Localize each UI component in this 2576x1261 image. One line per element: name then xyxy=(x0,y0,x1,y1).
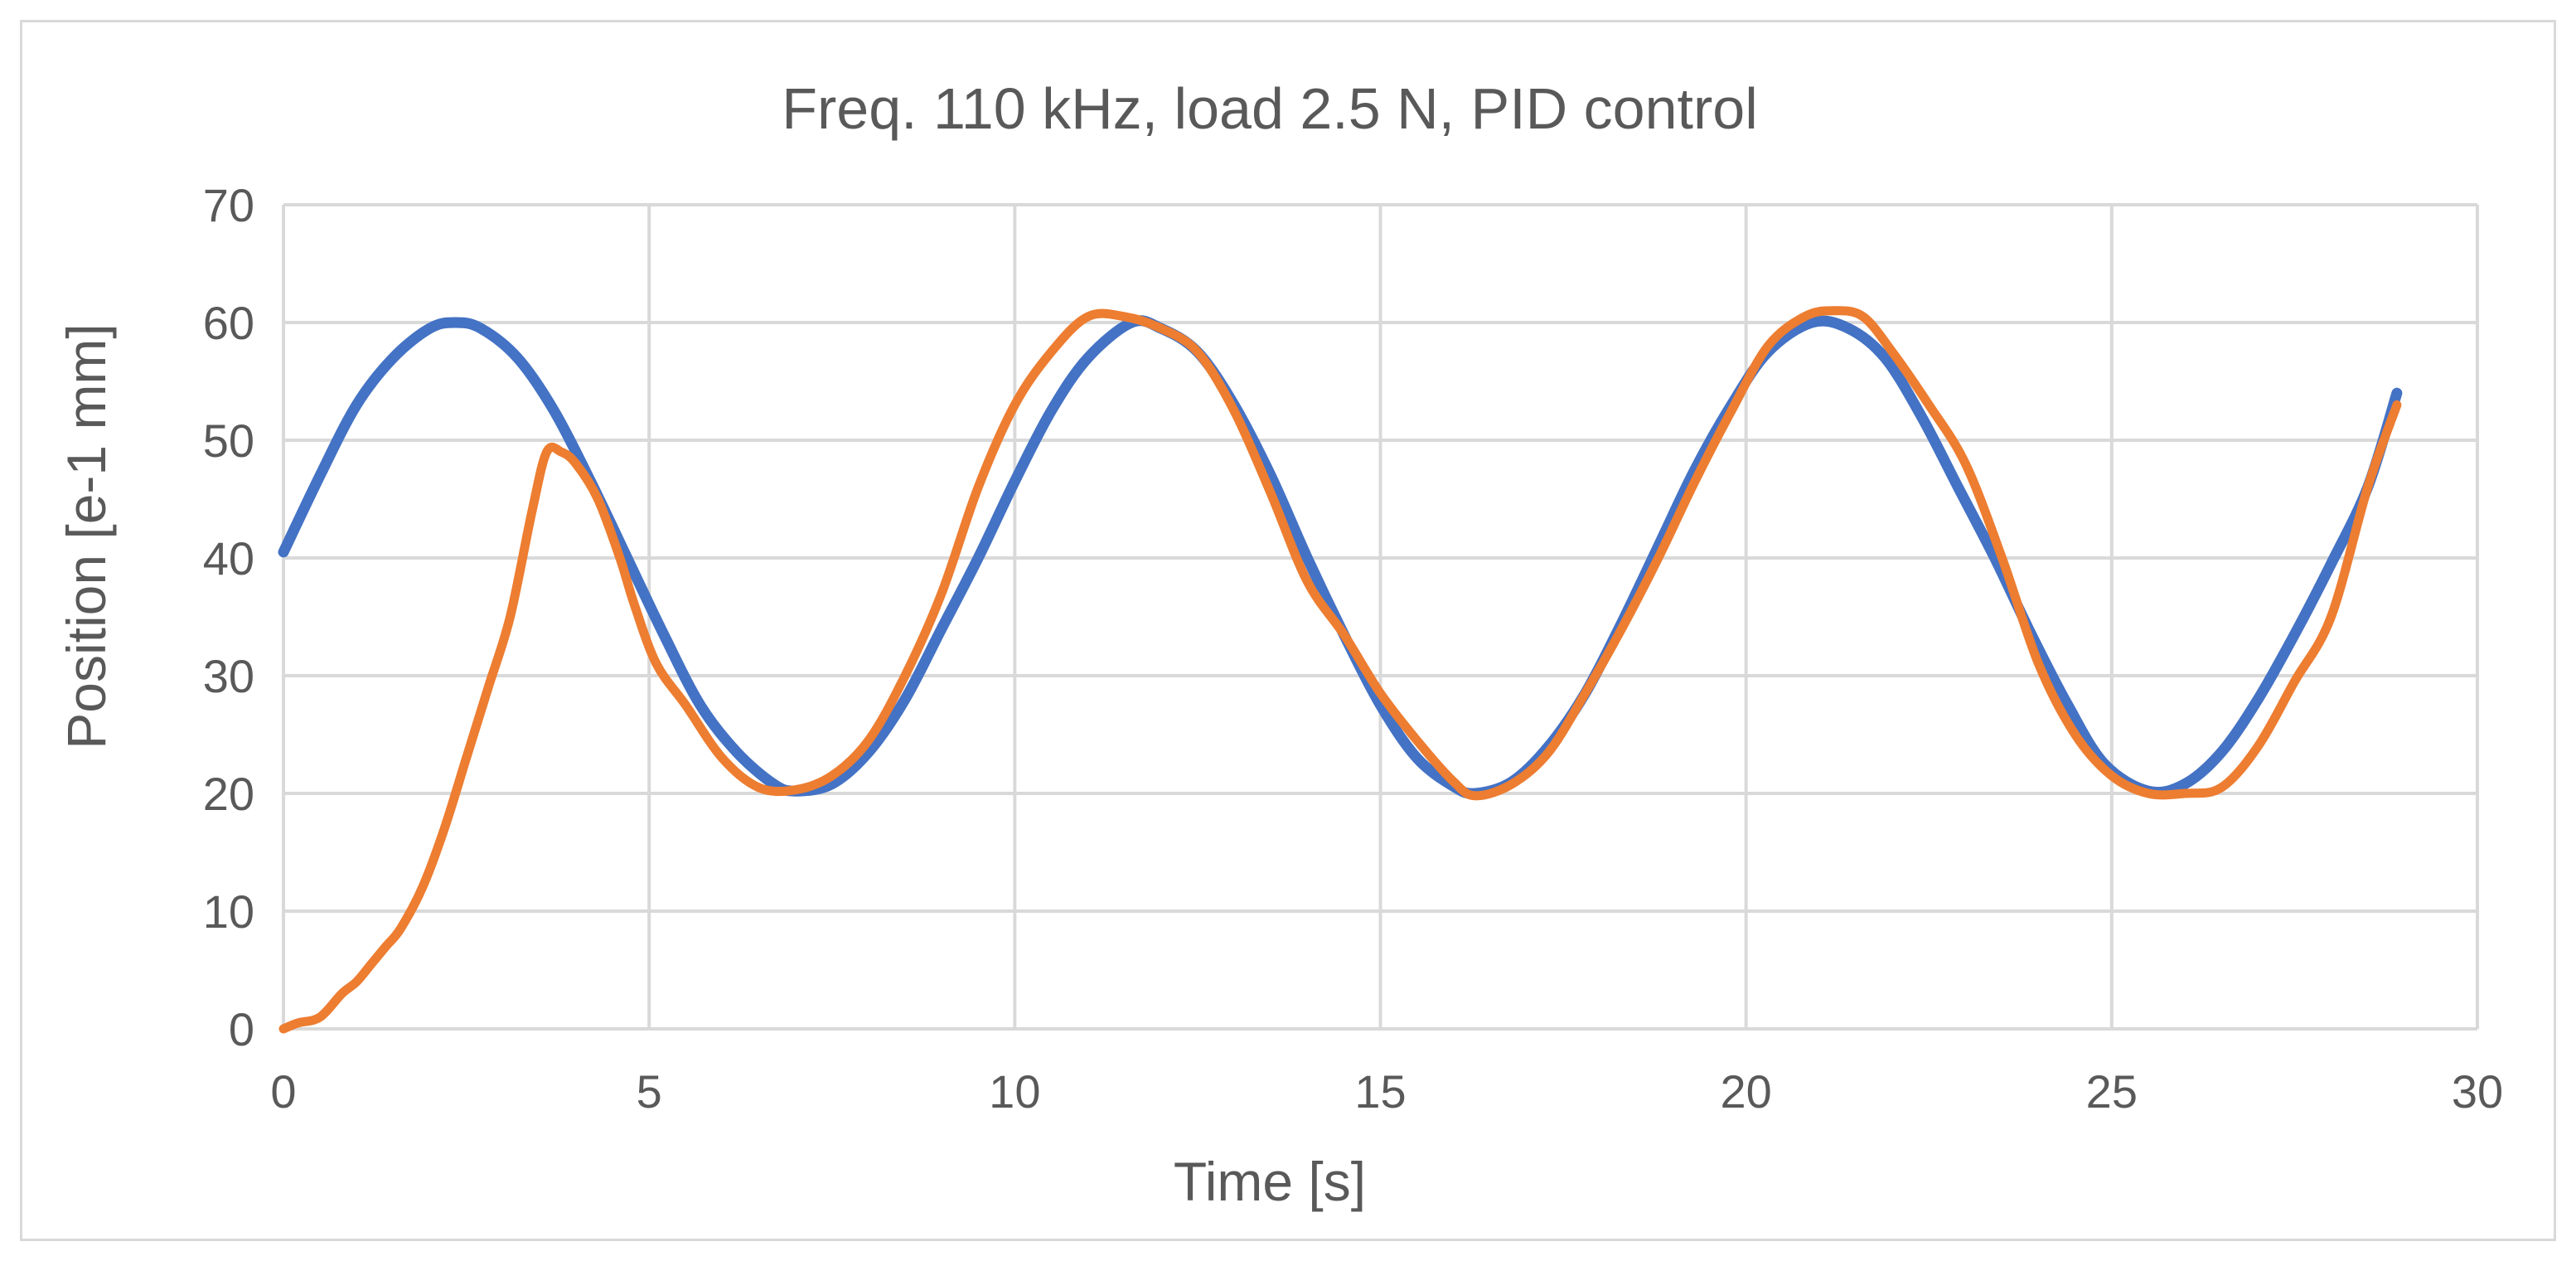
y-axis-title: Position [e-1 mm] xyxy=(56,323,117,749)
x-tick-label: 30 xyxy=(2452,1065,2503,1118)
y-tick-label: 60 xyxy=(203,297,254,349)
y-tick-label: 10 xyxy=(203,885,254,938)
x-tick-label: 20 xyxy=(1721,1065,1772,1118)
x-tick-label: 15 xyxy=(1354,1065,1406,1118)
x-axis-title: Time [s] xyxy=(1174,1151,1366,1212)
x-tick-label: 5 xyxy=(637,1065,662,1118)
chart-frame: Freq. 110 kHz, load 2.5 N, PID control 0… xyxy=(20,20,2556,1241)
y-tick-label: 20 xyxy=(203,768,254,820)
x-tick-label: 25 xyxy=(2086,1065,2138,1118)
chart-title: Freq. 110 kHz, load 2.5 N, PID control xyxy=(782,76,1758,141)
series-line-1 xyxy=(278,315,2403,799)
series-line-2 xyxy=(278,306,2402,1034)
x-tick-label: 10 xyxy=(989,1065,1040,1118)
chart-svg: Freq. 110 kHz, load 2.5 N, PID control 0… xyxy=(56,76,2503,1212)
series-layer xyxy=(278,306,2403,1034)
tick-layer: 0 10 20 30 40 50 60 70 0 5 10 15 20 25 30 xyxy=(203,179,2503,1118)
y-tick-label: 70 xyxy=(203,179,254,231)
y-tick-label: 50 xyxy=(203,415,254,467)
y-tick-label: 30 xyxy=(203,650,254,702)
grid-layer xyxy=(282,203,2479,1031)
x-tick-label: 0 xyxy=(270,1065,296,1118)
y-tick-label: 40 xyxy=(203,532,254,584)
y-tick-label: 0 xyxy=(229,1003,254,1055)
